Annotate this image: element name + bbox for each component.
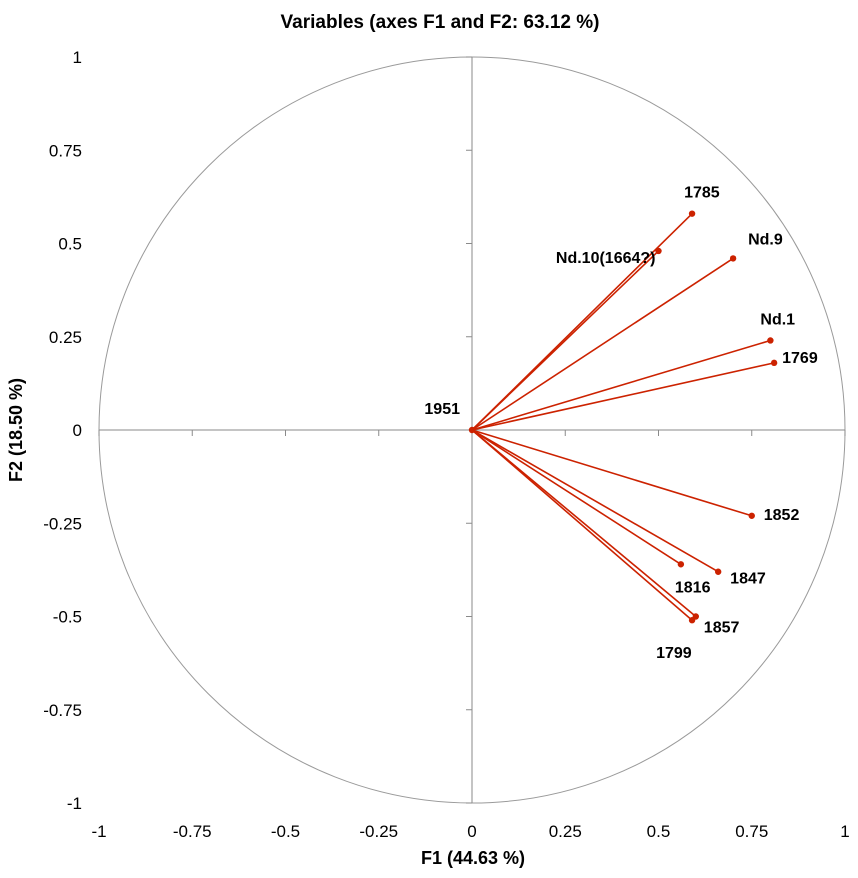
- vector-line: [471, 429, 682, 565]
- x-tick-label: 0.25: [549, 822, 582, 841]
- x-tick-label: -0.25: [359, 822, 398, 841]
- point-label: 1951: [424, 401, 460, 418]
- point-label: 1852: [764, 507, 800, 524]
- y-axis-title: F2 (18.50 %): [6, 378, 26, 482]
- y-tick-label: -0.5: [53, 608, 82, 627]
- point-label: 1816: [675, 579, 711, 596]
- vector-point: [748, 512, 755, 519]
- chart-title: Variables (axes F1 and F2: 63.12 %): [281, 12, 600, 33]
- x-tick-label: 0.5: [647, 822, 671, 841]
- x-tick-label: 0.75: [735, 822, 768, 841]
- point-label: 1857: [704, 620, 740, 637]
- vector-line: [471, 250, 660, 431]
- vector-point: [655, 247, 662, 255]
- vector-point: [677, 561, 685, 568]
- y-tick-label: 1: [73, 48, 82, 67]
- vector-line: [471, 339, 771, 431]
- y-tick-label: -0.75: [43, 701, 82, 720]
- x-tick-label: 1: [840, 822, 849, 841]
- x-axis-title: F1 (44.63 %): [421, 848, 525, 868]
- point-label: 1847: [730, 571, 766, 588]
- vector-line: [471, 429, 752, 517]
- y-tick-label: 0.75: [49, 141, 82, 160]
- point-label: 1799: [656, 645, 692, 662]
- x-tick-label: -0.75: [173, 822, 212, 841]
- vector-point: [688, 210, 696, 217]
- plot-area: -1 -0.75 -0.5 -0.25 0 0.25 0.5 0.75 1 1 0.75 0.5 0.2…: [43, 48, 849, 841]
- vector-point: [767, 337, 774, 344]
- vector-line: [471, 429, 693, 621]
- vector-point: [770, 359, 778, 367]
- x-tick-label: -1: [91, 822, 106, 841]
- point-label: Nd.9: [748, 231, 783, 248]
- x-tick-label: 0: [467, 822, 476, 841]
- vector-point: [714, 568, 722, 575]
- y-tick-label: 0.25: [49, 328, 82, 347]
- y-tick-label: 0.5: [58, 235, 82, 254]
- x-tick-label: -0.5: [271, 822, 300, 841]
- vector-line: [471, 362, 775, 431]
- point-label: 1769: [782, 350, 818, 367]
- vector-point: [729, 255, 737, 262]
- vector-point: [688, 617, 696, 624]
- y-tick-label: -1: [67, 794, 82, 813]
- point-label: Nd.10(1664?): [556, 250, 656, 267]
- point-label: Nd.1: [760, 311, 795, 328]
- y-tick-label: -0.25: [43, 514, 82, 533]
- vector-line: [471, 429, 719, 573]
- point-label: 1785: [684, 185, 720, 202]
- y-tick-label: 0: [73, 421, 82, 440]
- vector-line: [471, 429, 697, 618]
- vector-line: [471, 257, 734, 431]
